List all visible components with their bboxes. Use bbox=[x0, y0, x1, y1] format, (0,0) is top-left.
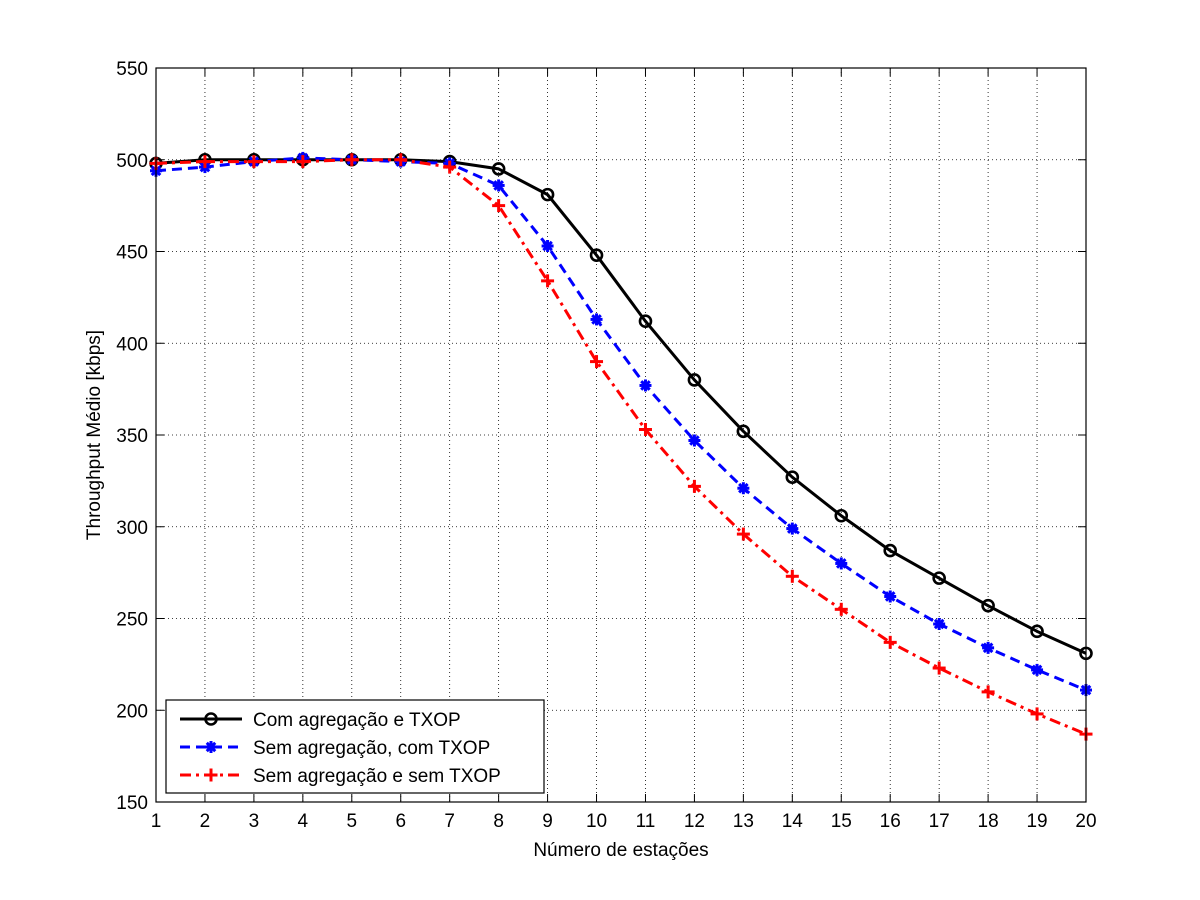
grid-lines bbox=[156, 68, 1086, 802]
data-point-series-3 bbox=[541, 274, 555, 288]
data-point-series-3 bbox=[736, 527, 750, 541]
x-tick-label: 12 bbox=[684, 811, 705, 832]
y-tick-label: 400 bbox=[116, 334, 148, 355]
legend-marker-1 bbox=[204, 712, 218, 726]
data-point-series-3 bbox=[981, 685, 995, 699]
y-axis-label: Throughput Médio [kbps] bbox=[84, 330, 105, 540]
series-layer bbox=[149, 151, 1093, 741]
data-point-series-1 bbox=[736, 424, 751, 439]
data-point-series-3 bbox=[638, 422, 652, 436]
legend-label-2: Sem agregação, com TXOP bbox=[253, 738, 490, 759]
data-point-series-1 bbox=[540, 187, 555, 202]
data-point-series-2 bbox=[982, 641, 995, 654]
legend-marker-2 bbox=[205, 741, 217, 753]
x-tick-label: 19 bbox=[1026, 811, 1047, 832]
x-axis-ticks: 1 2 3 4 5 6 7 8 9 10 11 12 13 14 15 16 17 18 19 20 bbox=[151, 68, 1097, 832]
y-tick-label: 500 bbox=[116, 151, 148, 172]
x-tick-label: 3 bbox=[249, 811, 260, 832]
x-tick-label: 8 bbox=[493, 811, 504, 832]
data-point-series-1 bbox=[491, 162, 506, 176]
data-point-series-3 bbox=[492, 199, 506, 213]
x-tick-label: 9 bbox=[542, 811, 553, 832]
data-point-series-3 bbox=[1030, 707, 1044, 721]
data-point-series-3 bbox=[198, 155, 212, 169]
y-tick-label: 350 bbox=[116, 426, 148, 447]
series-line-2 bbox=[155, 156, 1087, 692]
data-point-series-3 bbox=[687, 479, 701, 493]
data-point-series-1 bbox=[981, 598, 995, 613]
x-tick-label: 6 bbox=[395, 811, 406, 832]
legend: Com agregação e TXOP Sem agregação, com T… bbox=[165, 699, 545, 794]
data-point-series-3 bbox=[785, 569, 799, 583]
x-tick-label: 1 bbox=[151, 811, 162, 832]
data-point-series-1 bbox=[638, 314, 653, 329]
data-point-series-1 bbox=[785, 470, 800, 485]
x-tick-label: 11 bbox=[636, 811, 656, 832]
data-point-series-1 bbox=[589, 248, 604, 262]
data-point-series-2 bbox=[590, 313, 603, 326]
data-point-series-2 bbox=[737, 482, 750, 495]
data-point-series-3 bbox=[394, 153, 408, 167]
y-tick-label: 450 bbox=[116, 243, 148, 264]
data-point-series-1 bbox=[932, 571, 946, 585]
series-line-1 bbox=[155, 158, 1087, 655]
data-point-series-3 bbox=[345, 153, 359, 167]
legend-marker-3 bbox=[204, 768, 218, 782]
x-tick-label: 15 bbox=[831, 811, 852, 832]
data-point-series-1 bbox=[1030, 624, 1044, 639]
y-tick-label: 150 bbox=[116, 793, 148, 814]
series-line-3 bbox=[155, 158, 1087, 736]
x-tick-label: 10 bbox=[586, 811, 607, 832]
data-point-series-3 bbox=[443, 160, 457, 174]
x-tick-label: 13 bbox=[733, 811, 754, 832]
y-axis-ticks: 150 200 250 300 350 400 450 500 550 bbox=[116, 59, 1086, 814]
data-point-series-3 bbox=[883, 635, 897, 649]
legend-label-3: Sem agregação e sem TXOP bbox=[253, 766, 501, 787]
x-tick-label: 4 bbox=[298, 811, 309, 832]
data-point-series-3 bbox=[296, 155, 310, 169]
x-tick-label: 7 bbox=[444, 811, 455, 832]
y-tick-label: 250 bbox=[116, 610, 148, 631]
data-point-series-3 bbox=[247, 155, 261, 169]
data-point-series-2 bbox=[492, 179, 505, 192]
data-point-series-1 bbox=[883, 543, 898, 558]
data-point-series-3 bbox=[590, 355, 604, 369]
y-tick-label: 200 bbox=[116, 701, 148, 722]
data-point-series-2 bbox=[541, 239, 554, 252]
data-point-series-1 bbox=[687, 373, 702, 387]
x-tick-label: 5 bbox=[347, 811, 358, 832]
x-tick-label: 20 bbox=[1075, 811, 1096, 832]
legend-label-1: Com agregação e TXOP bbox=[253, 710, 461, 731]
data-point-series-1 bbox=[834, 508, 849, 523]
y-tick-label: 550 bbox=[116, 59, 148, 80]
data-point-series-2 bbox=[786, 522, 799, 535]
data-point-series-2 bbox=[933, 618, 946, 631]
data-point-series-2 bbox=[1031, 663, 1044, 676]
x-axis-label: Número de estações bbox=[533, 840, 708, 861]
x-tick-label: 18 bbox=[978, 811, 999, 832]
data-point-series-2 bbox=[688, 434, 701, 447]
data-point-series-3 bbox=[932, 661, 946, 675]
data-point-series-3 bbox=[834, 602, 848, 616]
x-tick-label: 14 bbox=[782, 811, 804, 832]
x-tick-label: 16 bbox=[880, 811, 901, 832]
x-tick-label: 2 bbox=[200, 811, 211, 832]
x-tick-label: 17 bbox=[929, 811, 950, 832]
data-point-series-2 bbox=[884, 590, 897, 603]
y-tick-label: 300 bbox=[116, 518, 148, 539]
data-point-series-2 bbox=[639, 379, 652, 392]
data-point-series-2 bbox=[835, 557, 848, 570]
